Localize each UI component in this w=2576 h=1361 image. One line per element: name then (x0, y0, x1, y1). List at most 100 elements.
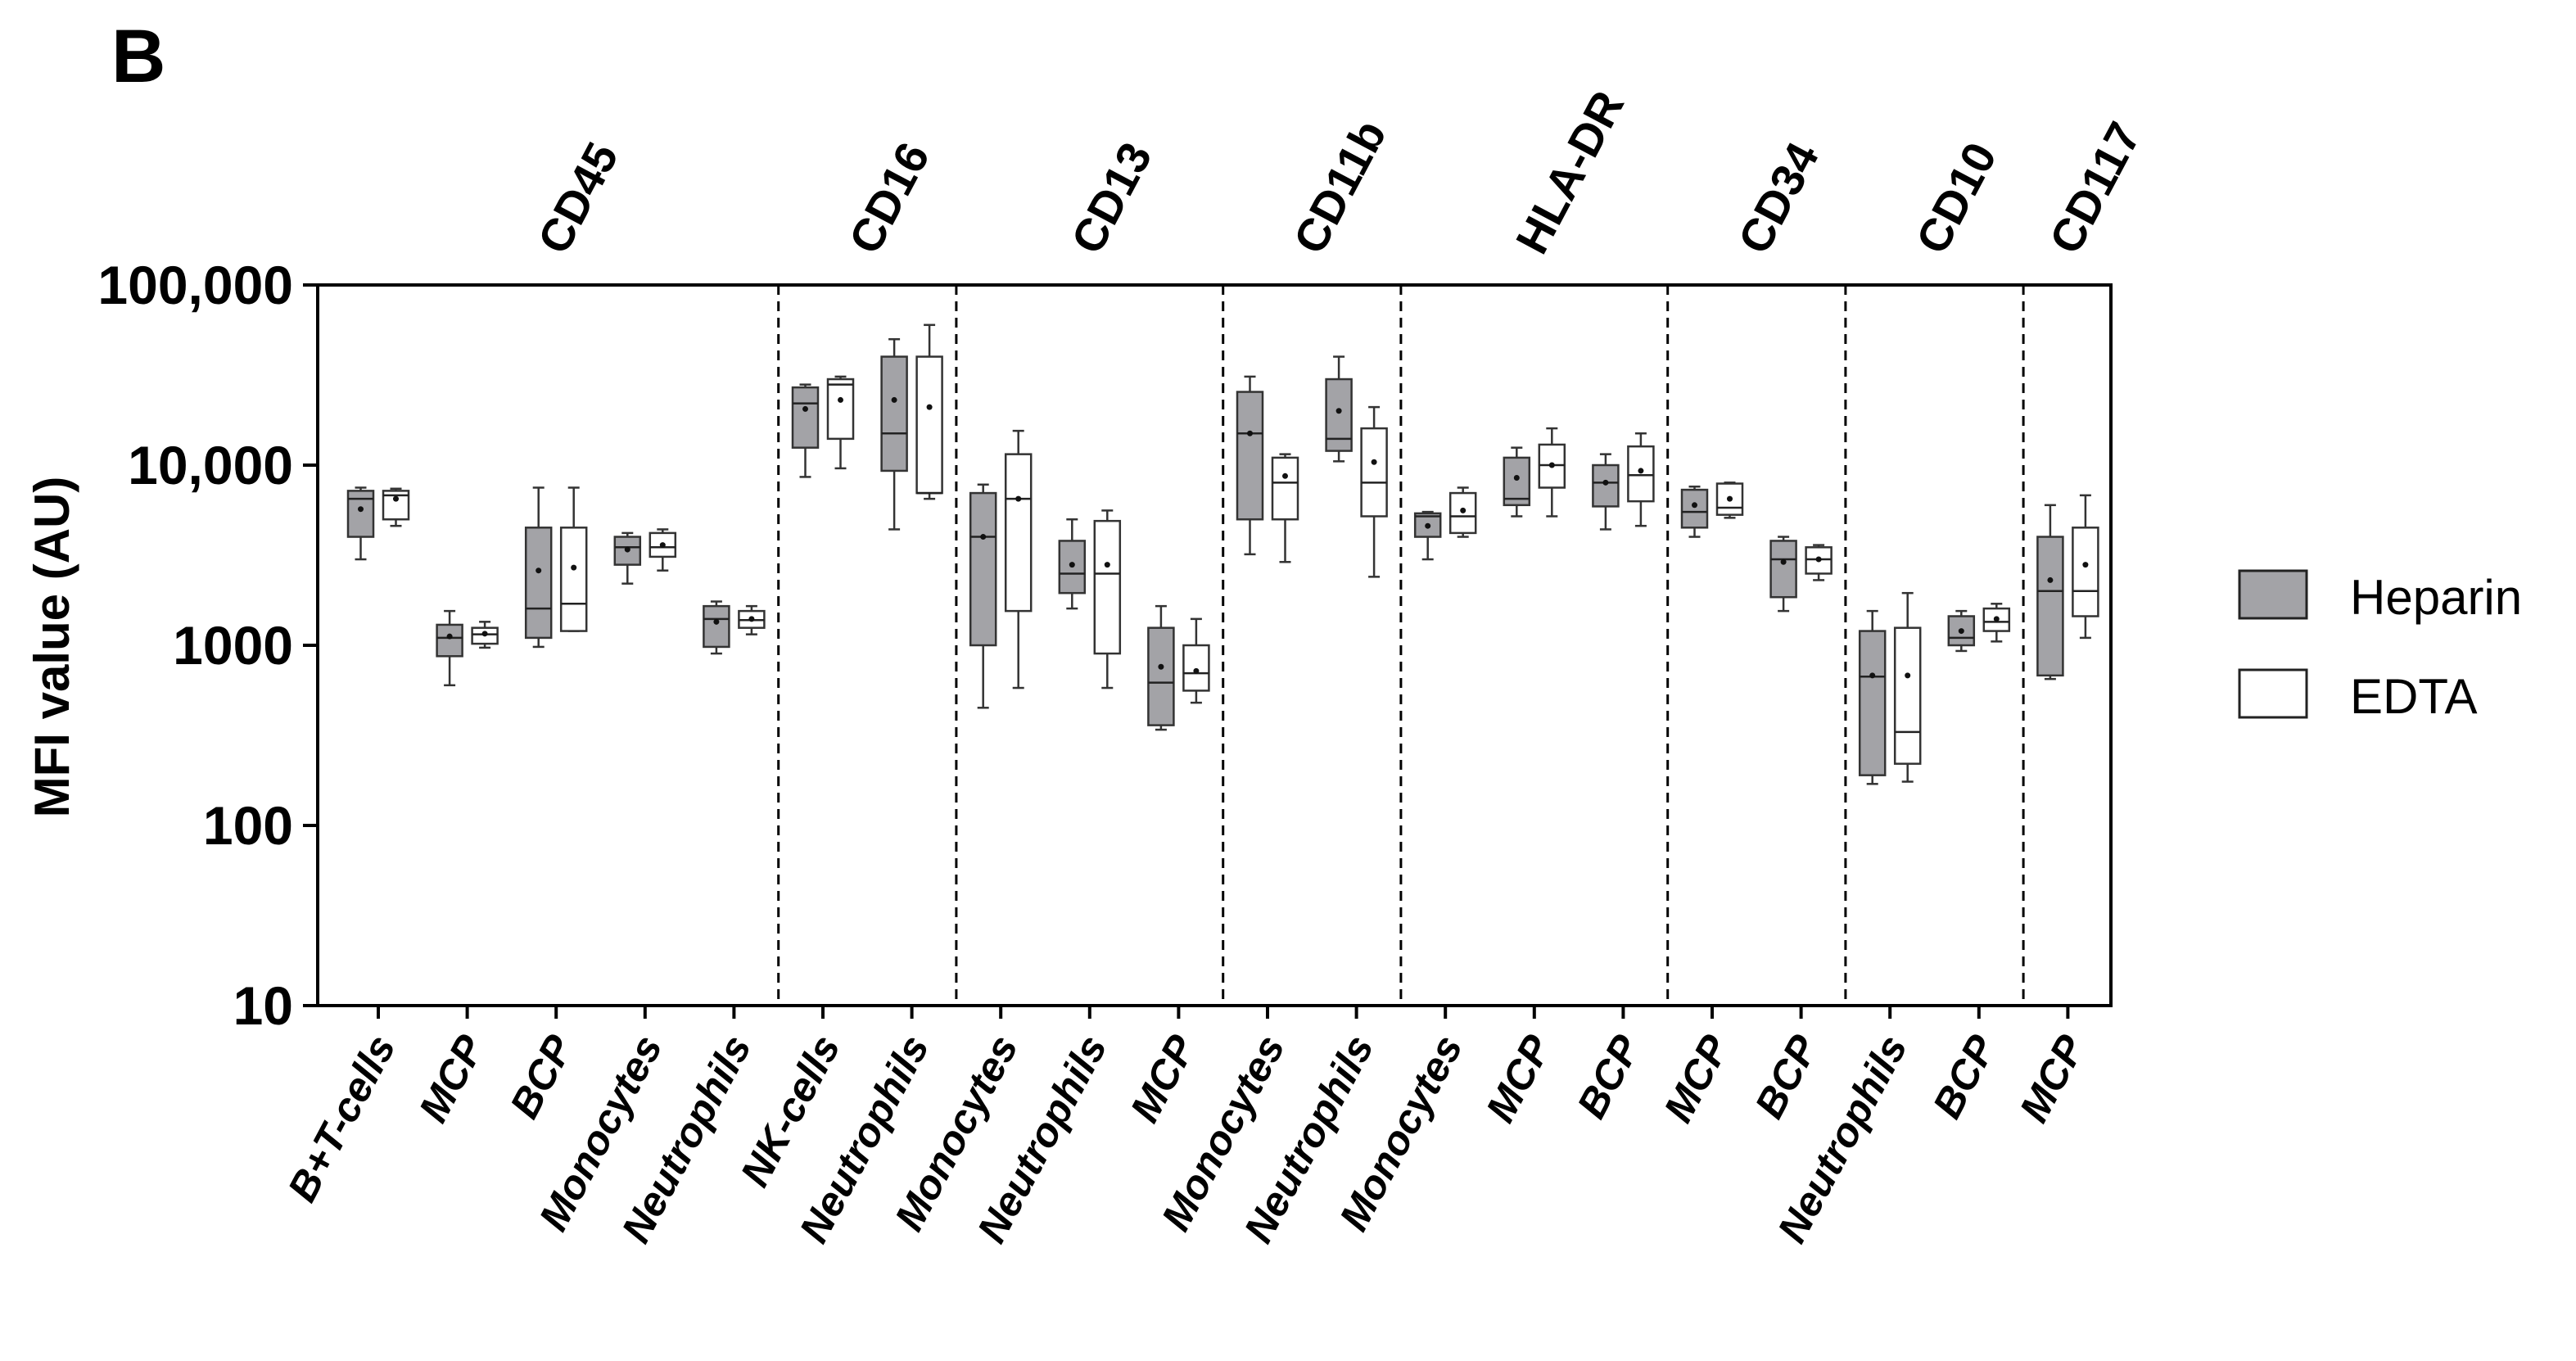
legend-swatch-edta (2238, 668, 2308, 719)
x-category-label: B+T-cells (279, 1028, 404, 1209)
heparin-box (791, 386, 820, 449)
edta-mean-dot (1460, 507, 1467, 513)
heparin-box (969, 491, 997, 647)
heparin-box (346, 490, 375, 538)
edta-box (1182, 644, 1210, 692)
legend-label-heparin: Heparin (2350, 570, 2522, 625)
heparin-box (1680, 488, 1709, 529)
edta-mean-dot (1815, 556, 1822, 563)
edta-mean-dot (1638, 468, 1644, 474)
edta-mean-dot (1282, 473, 1288, 479)
y-tick-label: 100 (203, 795, 293, 856)
marker-group-label: HLA-DR (1506, 83, 1634, 262)
edta-mean-dot (926, 404, 933, 410)
heparin-box (703, 604, 730, 649)
edta-mean-dot (1104, 562, 1110, 568)
panel-label: B (111, 15, 165, 98)
heparin-mean-dot (2047, 577, 2054, 583)
edta-box (1271, 456, 1299, 521)
edta-box (1627, 445, 1655, 503)
legend-label-edta: EDTA (2350, 669, 2478, 724)
edta-box (1360, 427, 1388, 518)
heparin-mean-dot (624, 546, 630, 553)
heparin-mean-dot (802, 405, 808, 412)
heparin-mean-dot (891, 396, 897, 403)
x-category-label: BCP (1746, 1027, 1827, 1125)
heparin-box (1236, 391, 1264, 521)
marker-group-label: CD16 (838, 134, 939, 262)
heparin-mean-dot (1425, 522, 1431, 529)
heparin-mean-dot (1780, 558, 1787, 565)
marker-group-label: CD10 (1905, 134, 2006, 262)
y-axis-title: MFI value (AU) (25, 477, 79, 818)
x-category-label: MCP (2011, 1027, 2095, 1129)
edta-mean-dot (748, 616, 755, 622)
edta-box (1715, 482, 1744, 516)
heparin-box (436, 623, 463, 658)
x-category-label: BCP (1568, 1027, 1649, 1125)
edta-mean-dot (1548, 462, 1555, 468)
legend: Heparin EDTA (2238, 569, 2522, 724)
heparin-mean-dot (1958, 628, 1964, 635)
y-tick-label: 1000 (173, 615, 293, 676)
marker-group-label: CD117 (2039, 114, 2150, 262)
x-category-label: MCP (1655, 1027, 1738, 1129)
edta-box (1093, 519, 1122, 655)
heparin-mean-dot (1513, 475, 1520, 482)
edta-box (1893, 626, 1922, 765)
heparin-mean-dot (536, 567, 542, 574)
marker-group-label: CD45 (527, 134, 628, 262)
edta-mean-dot (2082, 562, 2089, 568)
y-tick-label: 100,000 (97, 255, 293, 315)
heparin-mean-dot (1692, 502, 1697, 509)
heparin-mean-dot (1069, 562, 1075, 568)
heparin-mean-dot (358, 506, 364, 513)
edta-mean-dot (1727, 495, 1733, 502)
heparin-box (1769, 540, 1797, 599)
edta-mean-dot (1193, 667, 1200, 674)
x-category-label: MCP (1477, 1027, 1561, 1129)
heparin-mean-dot (1247, 430, 1253, 436)
y-tick-label: 10 (233, 975, 293, 1036)
edta-mean-dot (659, 542, 666, 549)
heparin-mean-dot (980, 534, 987, 540)
heparin-mean-dot (1869, 672, 1876, 679)
marker-group-label: CD11b (1283, 111, 1395, 261)
x-category-label: BCP (501, 1027, 582, 1125)
heparin-box (1503, 456, 1531, 507)
edta-box (826, 378, 855, 441)
x-category-label: BCP (1924, 1027, 2005, 1125)
heparin-mean-dot (1602, 479, 1609, 486)
plot-frame (316, 283, 2113, 1007)
edta-mean-dot (1905, 672, 1911, 679)
legend-swatch-heparin (2238, 569, 2308, 620)
edta-box (2072, 527, 2099, 617)
marker-group-label: CD34 (1728, 134, 1828, 262)
edta-mean-dot (571, 564, 577, 571)
x-category-label: MCP (410, 1027, 494, 1129)
edta-box (915, 355, 943, 495)
heparin-box (2036, 536, 2064, 677)
heparin-box (1858, 630, 1887, 776)
heparin-box (1325, 378, 1353, 452)
heparin-box (880, 355, 908, 473)
heparin-mean-dot (1158, 663, 1164, 670)
heparin-box (524, 527, 553, 640)
heparin-box (1147, 626, 1175, 726)
heparin-box (1592, 463, 1620, 508)
heparin-mean-dot (1335, 408, 1342, 414)
edta-mean-dot (1993, 616, 2000, 622)
edta-box (1004, 453, 1033, 613)
edta-mean-dot (1371, 459, 1377, 465)
edta-mean-dot (1015, 495, 1022, 502)
y-tick-label: 10,000 (128, 435, 293, 495)
edta-mean-dot (393, 495, 399, 502)
edta-mean-dot (481, 631, 488, 637)
marker-group-label: CD13 (1061, 134, 1162, 262)
edta-box (559, 527, 588, 632)
heparin-mean-dot (446, 633, 453, 640)
heparin-mean-dot (713, 618, 720, 625)
edta-mean-dot (838, 396, 843, 403)
